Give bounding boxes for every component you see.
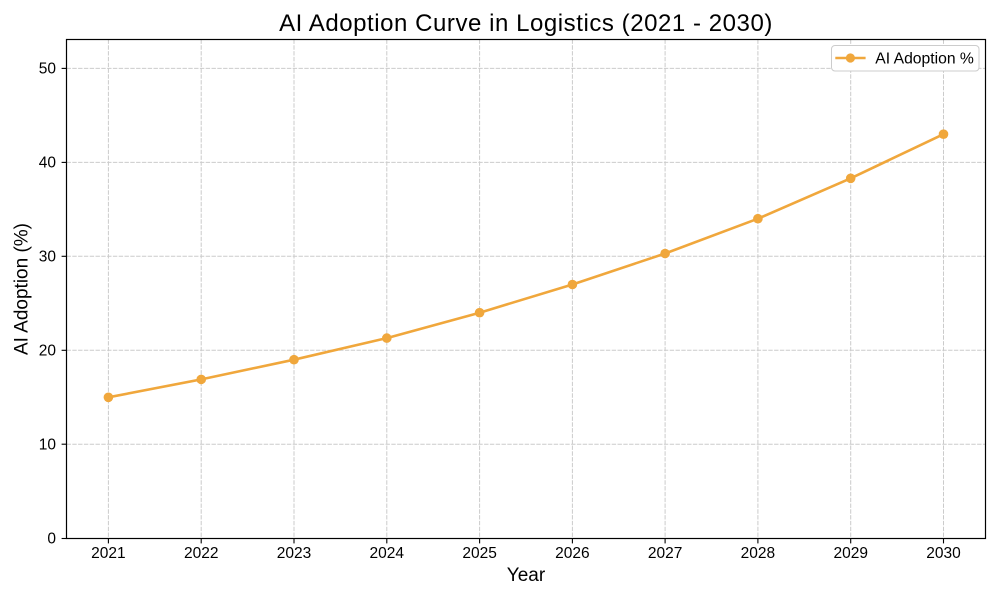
svg-text:2026: 2026: [555, 545, 589, 562]
svg-text:Year: Year: [507, 565, 546, 586]
svg-text:2024: 2024: [370, 545, 405, 562]
svg-text:2030: 2030: [926, 545, 961, 562]
svg-text:2022: 2022: [184, 545, 218, 562]
svg-text:50: 50: [39, 61, 57, 78]
svg-text:30: 30: [39, 249, 57, 266]
svg-text:2021: 2021: [91, 545, 125, 562]
svg-text:2023: 2023: [277, 545, 311, 562]
svg-text:2025: 2025: [462, 545, 496, 562]
svg-text:0: 0: [47, 531, 56, 548]
svg-text:10: 10: [39, 437, 57, 454]
svg-text:AI Adoption (%): AI Adoption (%): [12, 223, 33, 355]
svg-text:2027: 2027: [648, 545, 682, 562]
svg-text:AI Adoption %: AI Adoption %: [875, 51, 974, 68]
svg-text:2028: 2028: [741, 545, 775, 562]
svg-text:2029: 2029: [833, 545, 867, 562]
svg-text:20: 20: [39, 343, 57, 360]
svg-text:AI Adoption Curve in Logistics: AI Adoption Curve in Logistics (2021 - 2…: [279, 10, 773, 37]
svg-text:40: 40: [39, 155, 57, 172]
